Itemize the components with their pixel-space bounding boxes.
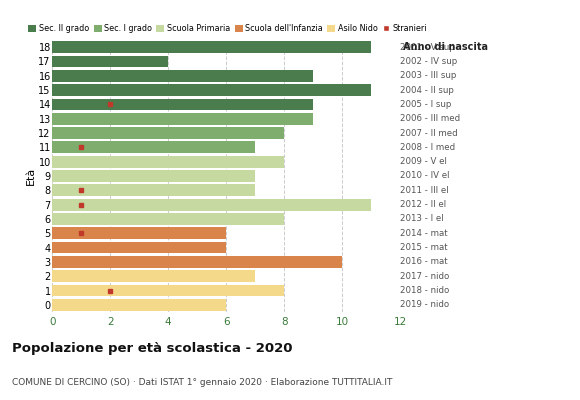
Y-axis label: Età: Età <box>26 167 35 185</box>
Bar <box>52 70 313 82</box>
Bar <box>52 227 226 239</box>
Text: 2001 - V sup: 2001 - V sup <box>400 43 455 52</box>
Bar <box>52 56 168 67</box>
Text: 2010 - IV el: 2010 - IV el <box>400 172 450 180</box>
Bar <box>52 199 371 210</box>
Bar <box>52 299 226 311</box>
Legend: Sec. II grado, Sec. I grado, Scuola Primaria, Scuola dell'Infanzia, Asilo Nido, : Sec. II grado, Sec. I grado, Scuola Prim… <box>28 24 427 33</box>
Text: 2013 - I el: 2013 - I el <box>400 214 444 224</box>
Bar <box>52 127 284 139</box>
Text: 2014 - mat: 2014 - mat <box>400 229 448 238</box>
Text: 2004 - II sup: 2004 - II sup <box>400 86 454 95</box>
Text: 2011 - III el: 2011 - III el <box>400 186 449 195</box>
Text: 2016 - mat: 2016 - mat <box>400 257 448 266</box>
Text: 2006 - III med: 2006 - III med <box>400 114 461 123</box>
Bar <box>52 213 284 225</box>
Bar <box>52 270 255 282</box>
Text: 2005 - I sup: 2005 - I sup <box>400 100 452 109</box>
Bar <box>52 41 371 53</box>
Bar <box>52 84 371 96</box>
Bar <box>52 113 313 125</box>
Text: Anno di nascita: Anno di nascita <box>403 42 488 52</box>
Bar <box>52 142 255 153</box>
Bar <box>52 256 342 268</box>
Text: 2019 - nido: 2019 - nido <box>400 300 450 309</box>
Text: 2017 - nido: 2017 - nido <box>400 272 450 281</box>
Text: 2009 - V el: 2009 - V el <box>400 157 447 166</box>
Text: COMUNE DI CERCINO (SO) · Dati ISTAT 1° gennaio 2020 · Elaborazione TUTTITALIA.IT: COMUNE DI CERCINO (SO) · Dati ISTAT 1° g… <box>12 378 392 387</box>
Bar <box>52 184 255 196</box>
Text: 2008 - I med: 2008 - I med <box>400 143 455 152</box>
Text: 2007 - II med: 2007 - II med <box>400 128 458 138</box>
Bar <box>52 285 284 296</box>
Bar <box>52 98 313 110</box>
Text: 2015 - mat: 2015 - mat <box>400 243 448 252</box>
Text: 2012 - II el: 2012 - II el <box>400 200 447 209</box>
Text: 2002 - IV sup: 2002 - IV sup <box>400 57 458 66</box>
Bar <box>52 242 226 254</box>
Bar <box>52 156 284 168</box>
Text: 2003 - III sup: 2003 - III sup <box>400 71 456 80</box>
Text: 2018 - nido: 2018 - nido <box>400 286 450 295</box>
Text: Popolazione per età scolastica - 2020: Popolazione per età scolastica - 2020 <box>12 342 292 355</box>
Bar <box>52 170 255 182</box>
